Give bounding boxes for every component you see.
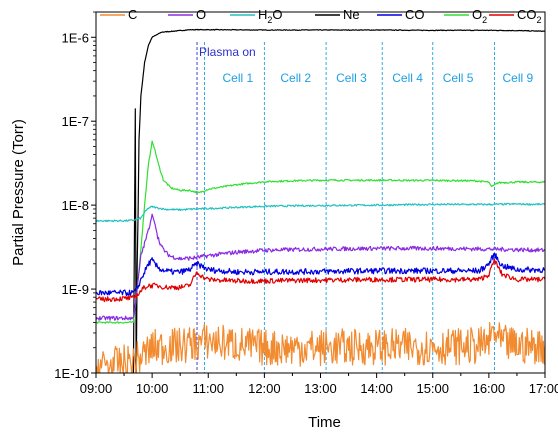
annotation-label-2: Cell 2	[280, 71, 311, 85]
series-line-4	[96, 252, 545, 297]
y-axis-ticks: 1E-10 1E-9 1E-8 1E-7 1E-6	[54, 11, 96, 381]
series-line-6	[96, 322, 545, 373]
legend-label-2: H2O	[258, 7, 283, 25]
legend-label-0: C	[128, 7, 137, 22]
y-tick-label-4: 1E-6	[62, 30, 89, 45]
legend-label-5: O2	[472, 7, 487, 25]
annotation-label-3: Cell 3	[336, 71, 367, 85]
x-tick-label-5: 14:00	[360, 381, 393, 396]
y-axis-title: Partial Pressure (Torr)	[10, 119, 27, 266]
y-tick-label-3: 1E-7	[62, 114, 89, 129]
x-tick-label-8: 17:00	[529, 381, 558, 396]
y-tick-label-2: 1E-8	[62, 198, 89, 213]
series-line-5	[96, 258, 545, 303]
annotation-label-6: Cell 9	[502, 71, 533, 85]
legend-label-6: CO2	[517, 7, 542, 25]
series-line-3	[96, 213, 545, 321]
annotation-label-4: Cell 4	[392, 71, 423, 85]
x-tick-label-3: 12:00	[248, 381, 281, 396]
y-tick-label-0: 1E-10	[54, 366, 89, 381]
legend-label-4: CO	[405, 7, 425, 22]
x-tick-label-6: 15:00	[416, 381, 449, 396]
series-line-1	[96, 140, 545, 324]
series-line-0	[132, 28, 545, 373]
x-tick-label-4: 13:00	[304, 381, 337, 396]
legend: C O H2O Ne CO O2 CO2	[100, 7, 542, 25]
y-tick-label-1: 1E-9	[62, 282, 89, 297]
x-tick-label-1: 10:00	[136, 381, 169, 396]
x-tick-label-2: 11:00	[192, 381, 224, 396]
series-group	[96, 28, 545, 373]
annotation-label-0: Plasma on	[199, 45, 256, 59]
legend-label-1: O	[196, 7, 206, 22]
x-tick-label-7: 16:00	[473, 381, 506, 396]
annotation-labels: Plasma on Cell 1 Cell 2 Cell 3 Cell 4 Cell 5 C…	[199, 45, 533, 85]
x-axis-ticks: 09:00 10:00 11:00 12:00 13:00 14:00 15:00 16:00…	[80, 373, 558, 396]
series-line-2	[96, 202, 545, 223]
legend-label-3: Ne	[343, 7, 360, 22]
x-tick-label-0: 09:00	[80, 381, 113, 396]
annotation-label-1: Cell 1	[223, 71, 254, 85]
x-axis-title: Time	[308, 414, 341, 431]
annotation-label-5: Cell 5	[443, 71, 474, 85]
